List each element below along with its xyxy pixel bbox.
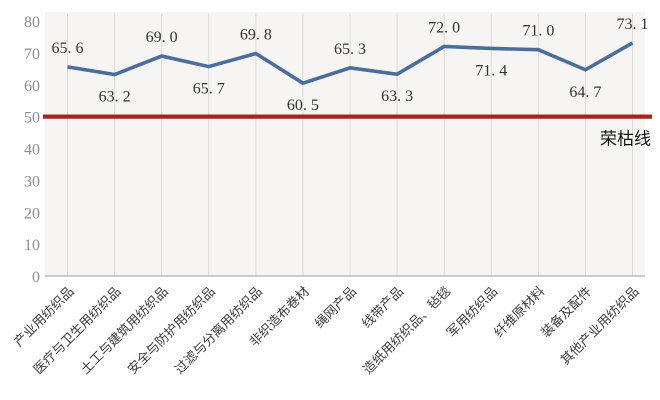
x-axis-category-label: 安全与防护用纺织品 [125,284,218,377]
data-point-label: 65. 7 [193,81,225,98]
y-axis-tick-label: 80 [24,14,40,31]
y-axis-tick-label: 0 [32,269,40,286]
y-axis-tick-label: 20 [24,205,40,222]
y-axis-tick-label: 30 [24,173,40,190]
x-axis-category-label: 绳网产品 [312,284,359,331]
series-line [67,41,634,86]
data-point-label: 60. 5 [287,97,319,114]
x-axis-category-label: 线带产品 [359,284,406,331]
x-axis-category-label: 造纸用纺织品、毡毯 [360,284,453,377]
data-point-label: 71. 4 [475,62,507,79]
x-axis-category-label: 医疗与卫生用纺织品 [30,284,123,377]
data-point-label: 65. 3 [334,41,366,58]
data-point-label: 72. 0 [428,20,460,37]
data-point-label: 69. 8 [240,27,272,44]
reference-line-label: 荣枯线 [600,130,651,149]
x-axis-category-label: 土工与建筑用纺织品 [77,284,170,377]
data-point-label: 63. 2 [99,89,131,106]
y-axis-tick-label: 60 [24,78,40,95]
data-point-label: 64. 7 [569,84,601,101]
data-point-label: 71. 0 [522,23,554,40]
data-point-label: 63. 3 [381,88,413,105]
data-point-label: 69. 0 [146,29,178,46]
y-axis-tick-label: 50 [24,110,40,127]
x-axis-category-label: 过滤与分离用纺织品 [172,284,265,377]
plot-area [45,12,645,276]
y-axis-tick-label: 70 [24,46,40,63]
y-axis-tick-label: 10 [24,237,40,254]
data-point-label: 65. 6 [52,40,84,57]
y-axis-tick-label: 40 [24,142,40,159]
data-point-label: 73. 1 [617,16,649,33]
